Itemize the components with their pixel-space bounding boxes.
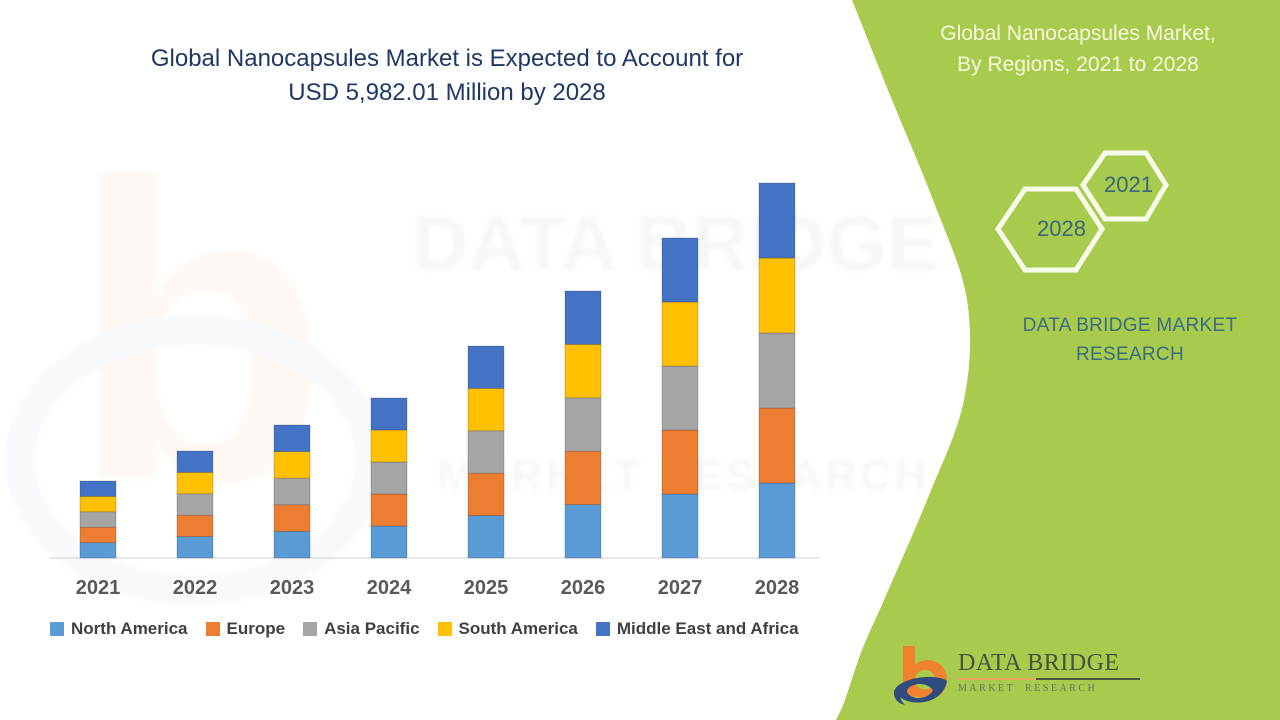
svg-text:2021: 2021 xyxy=(1104,172,1153,197)
svg-text:2028: 2028 xyxy=(1037,216,1086,241)
